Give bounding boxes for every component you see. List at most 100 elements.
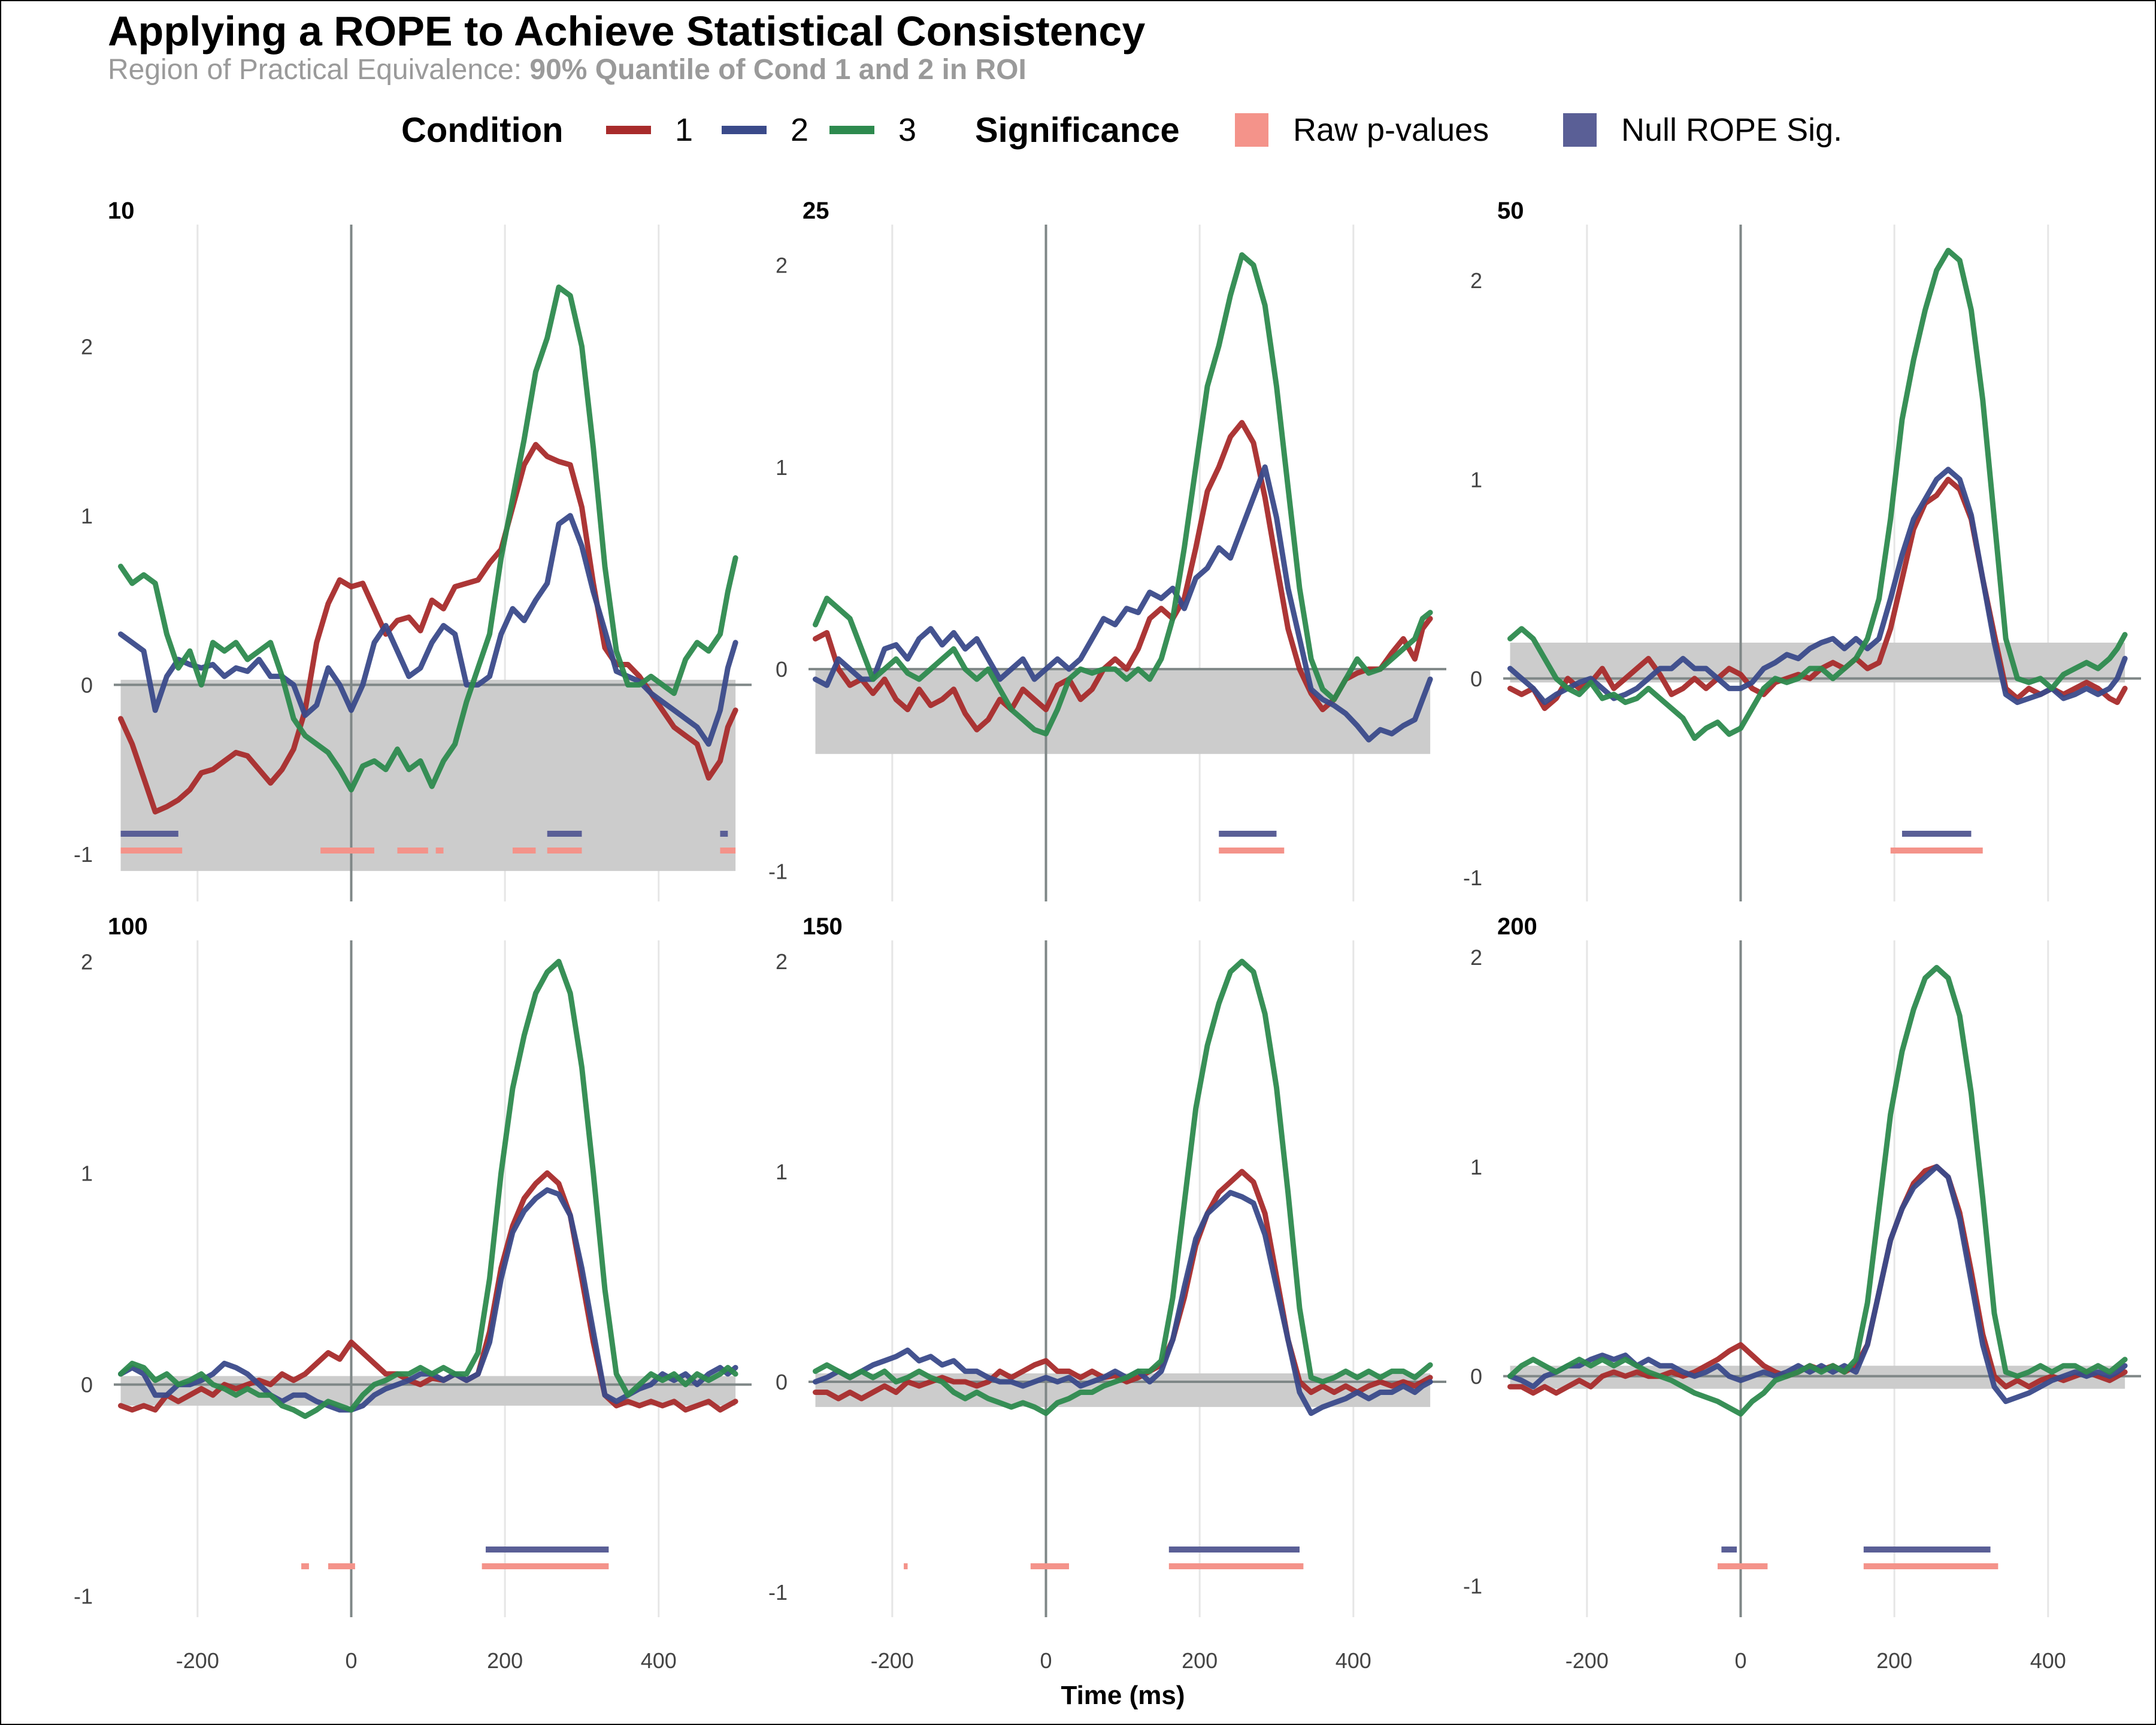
raw-sig-bar xyxy=(328,1563,355,1569)
x-tick-label: 0 xyxy=(1734,1648,1746,1673)
legend-significance-label-1: Raw p-values xyxy=(1293,112,1489,148)
panel-10: 10 -1 0 1 2 xyxy=(74,198,752,901)
x-tick-label: -200 xyxy=(1565,1648,1609,1673)
x-tick-label: -200 xyxy=(871,1648,914,1673)
raw-sig-bar xyxy=(904,1563,908,1569)
legend-significance-label-2: Null ROPE Sig. xyxy=(1621,112,1842,148)
x-tick-label: -200 xyxy=(176,1648,219,1673)
rope-sig-bar xyxy=(1168,1547,1300,1552)
y-tick-label: -1 xyxy=(768,859,788,883)
x-tick-label: 400 xyxy=(1336,1648,1371,1673)
raw-sig-bar xyxy=(1717,1563,1768,1569)
raw-sig-bar xyxy=(1168,1563,1304,1569)
y-tick-label: 2 xyxy=(81,949,93,974)
rope-sig-bar xyxy=(547,831,582,837)
y-tick-label: 2 xyxy=(81,334,93,359)
y-tick-label: 1 xyxy=(776,455,788,480)
raw-sig-bar xyxy=(482,1563,609,1569)
y-tick-label: 2 xyxy=(1470,268,1482,293)
x-tick-label: 0 xyxy=(1040,1648,1052,1673)
rope-sig-bar xyxy=(120,831,178,837)
x-tick-label: 200 xyxy=(487,1648,523,1673)
y-tick-label: -1 xyxy=(1463,865,1482,890)
y-tick-label: 0 xyxy=(776,657,788,682)
y-tick-label: 2 xyxy=(776,949,788,974)
series-line-condition-2 xyxy=(118,513,738,747)
panel-label: 200 xyxy=(1497,913,1537,940)
series-line-condition-3 xyxy=(813,958,1433,1417)
raw-sig-bar xyxy=(1890,848,1983,854)
series-line-condition-3 xyxy=(813,252,1433,737)
rope-sig-bar xyxy=(1219,831,1277,837)
y-tick-label: -1 xyxy=(768,1580,788,1605)
rope-sig-bar xyxy=(1863,1547,1991,1552)
series-line-condition-1 xyxy=(118,441,738,815)
x-tick-label: 400 xyxy=(641,1648,677,1673)
y-tick-label: -1 xyxy=(74,842,93,867)
raw-sig-bar xyxy=(435,848,444,854)
series-line-condition-3 xyxy=(1507,247,2128,741)
panel-label: 25 xyxy=(803,198,829,224)
chart-title: Applying a ROPE to Achieve Statistical C… xyxy=(108,8,1145,55)
raw-sig-bar xyxy=(1030,1563,1069,1569)
series-line-condition-2 xyxy=(1507,1164,2128,1405)
rope-band xyxy=(815,669,1431,754)
panel-label: 100 xyxy=(108,913,148,940)
legend-significance-title: Significance xyxy=(975,111,1180,150)
x-axis-title: Time (ms) xyxy=(1061,1681,1185,1710)
y-tick-label: 1 xyxy=(81,1161,93,1185)
x-tick-label: 200 xyxy=(1876,1648,1912,1673)
y-tick-label: -1 xyxy=(1463,1574,1482,1599)
panel-50: 50 -1 0 1 2 xyxy=(1463,198,2141,901)
y-tick-label: 1 xyxy=(1470,467,1482,492)
y-tick-label: 2 xyxy=(1470,945,1482,970)
raw-sig-bar xyxy=(1219,848,1285,854)
x-tick-label: 400 xyxy=(2030,1648,2066,1673)
panel-25: 25 -1 0 1 2 xyxy=(768,198,1446,901)
series-line-condition-3 xyxy=(118,958,738,1419)
series-line-condition-3 xyxy=(1507,965,2128,1417)
y-tick-label: 0 xyxy=(81,1373,93,1397)
series-line-condition-1 xyxy=(813,1169,1433,1402)
raw-sig-bar xyxy=(547,848,582,854)
panel-label: 50 xyxy=(1497,198,1524,224)
rope-band xyxy=(1510,642,2125,683)
legend-condition-label-3: 3 xyxy=(898,112,916,148)
subtitle-bold: 90% Quantile of Cond 1 and 2 in ROI xyxy=(529,54,1026,86)
y-tick-label: 0 xyxy=(776,1370,788,1394)
raw-sig-bar xyxy=(1863,1563,1998,1569)
legend-significance-key-2 xyxy=(1563,113,1597,147)
panel-label: 150 xyxy=(803,913,843,940)
legend-significance-key-1 xyxy=(1235,113,1268,147)
panel-100: 100 -1 0 1 2 -200 0 200 400 xyxy=(74,913,752,1673)
y-tick-label: -1 xyxy=(74,1584,93,1609)
legend-condition-label-1: 1 xyxy=(675,112,693,148)
y-tick-label: 0 xyxy=(81,673,93,697)
series-line-condition-1 xyxy=(118,1170,738,1413)
panel-200: 200 -1 0 1 2 -200 0 200 400 xyxy=(1463,913,2141,1673)
y-tick-label: 0 xyxy=(1470,1364,1482,1389)
raw-sig-bar xyxy=(120,848,183,854)
y-tick-label: 2 xyxy=(776,253,788,277)
raw-sig-bar xyxy=(320,848,374,854)
chart-subtitle: Region of Practical Equivalence: 90% Qua… xyxy=(108,54,1026,86)
rope-sig-bar xyxy=(1721,1547,1737,1552)
legend-condition-label-2: 2 xyxy=(791,112,808,148)
series-line-condition-3 xyxy=(118,285,738,792)
panel-label: 10 xyxy=(108,198,135,224)
raw-sig-bar xyxy=(720,848,736,854)
subtitle-prefix: Region of Practical Equivalence: xyxy=(108,54,529,86)
y-tick-label: 1 xyxy=(81,504,93,528)
rope-sig-bar xyxy=(486,1547,609,1552)
raw-sig-bar xyxy=(301,1563,309,1569)
rope-sig-bar xyxy=(1901,831,1972,837)
series-line-condition-2 xyxy=(813,464,1433,743)
x-tick-label: 0 xyxy=(345,1648,357,1673)
y-tick-label: 0 xyxy=(1470,667,1482,691)
legend: Condition 1 2 3 Significance Raw p-values Null… xyxy=(401,111,1842,150)
raw-sig-bar xyxy=(397,848,428,854)
rope-sig-bar xyxy=(720,831,728,837)
x-tick-label: 200 xyxy=(1182,1648,1218,1673)
